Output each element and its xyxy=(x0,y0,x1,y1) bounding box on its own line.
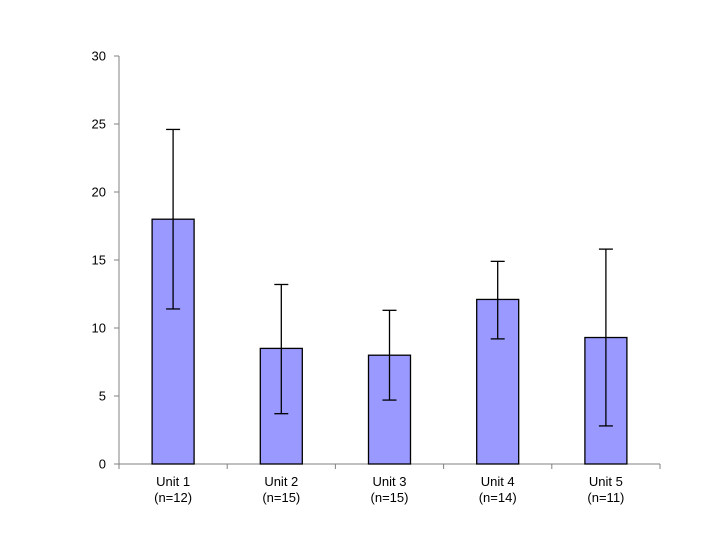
y-tick-label: 0 xyxy=(99,457,106,472)
bars xyxy=(151,218,628,465)
error-bar-2 xyxy=(274,283,289,415)
error-bars xyxy=(166,128,613,427)
y-tick-label: 10 xyxy=(92,321,106,336)
x-tick-sublabel: (n=15) xyxy=(371,490,409,505)
y-tick-label: 5 xyxy=(99,389,106,404)
x-tick-sublabel: (n=11) xyxy=(587,490,624,505)
category-labels: Unit 1(n=12)Unit 2(n=15)Unit 3(n=15)Unit… xyxy=(154,474,624,505)
y-tick-label: 20 xyxy=(92,185,106,200)
error-bar-5 xyxy=(598,248,613,427)
y-tick-label: 15 xyxy=(92,253,106,268)
error-bar-4 xyxy=(490,260,505,340)
x-tick-label: Unit 2 xyxy=(264,474,298,489)
x-tick-label: Unit 3 xyxy=(373,474,407,489)
x-tick-label: Unit 4 xyxy=(481,474,515,489)
y-tick-label: 25 xyxy=(92,117,106,132)
x-tick-label: Unit 1 xyxy=(156,474,190,489)
x-tick-sublabel: (n=12) xyxy=(154,490,192,505)
x-tick-sublabel: (n=14) xyxy=(479,490,517,505)
error-bar-1 xyxy=(166,128,181,310)
x-axis xyxy=(118,463,661,469)
x-tick-label: Unit 5 xyxy=(589,474,623,489)
y-tick-label: 30 xyxy=(92,49,106,64)
error-bar-3 xyxy=(382,309,397,401)
y-axis: 0 5 10 15 20 25 30 xyxy=(92,49,120,472)
x-tick-sublabel: (n=15) xyxy=(262,490,300,505)
